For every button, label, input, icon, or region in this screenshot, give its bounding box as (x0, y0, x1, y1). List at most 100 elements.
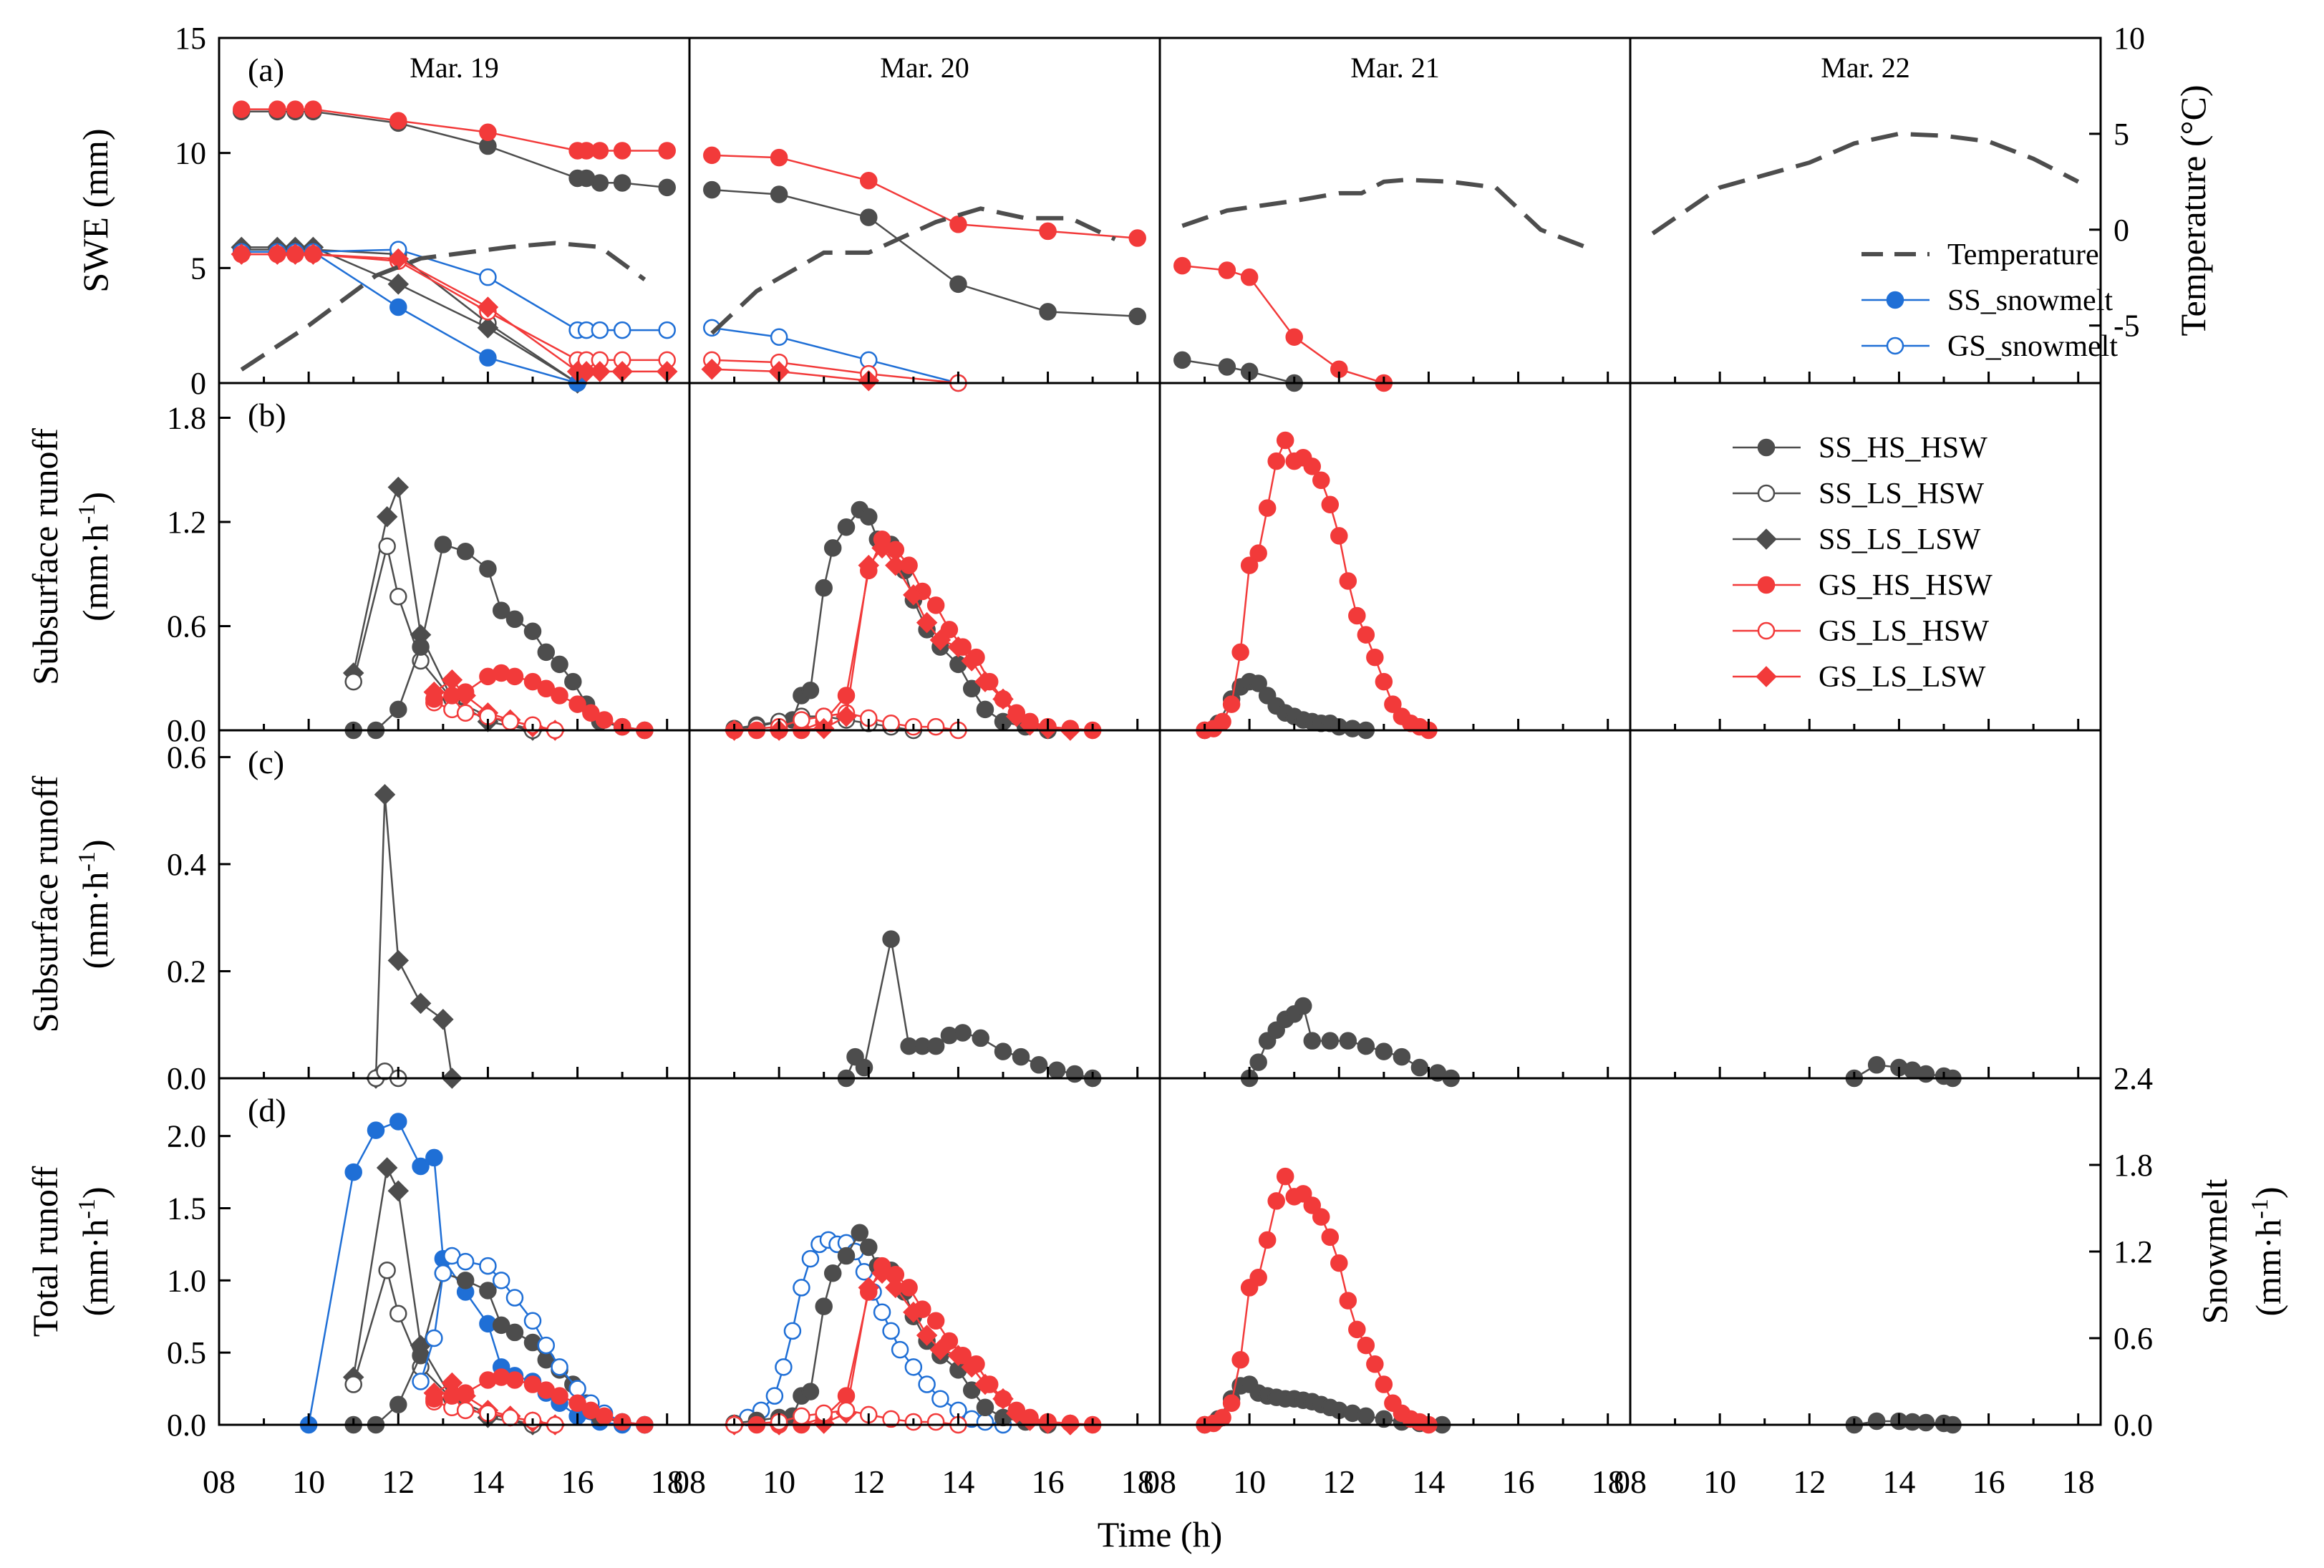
data-point (387, 1180, 410, 1202)
y2-tick-label: 0.0 (2114, 1408, 2153, 1443)
x-tick-label: 14 (1882, 1463, 1915, 1500)
data-point (1357, 1407, 1375, 1426)
data-point (873, 1303, 891, 1321)
y-tick-label: 0.6 (167, 609, 206, 644)
data-point (783, 1322, 802, 1340)
data-point (931, 1390, 949, 1408)
legend-label: SS_LS_LSW (1819, 523, 1981, 556)
y-tick-label: 0.0 (167, 1061, 206, 1096)
data-point (1173, 256, 1191, 275)
y-tick-label: 0 (190, 366, 206, 401)
data-point (551, 655, 568, 674)
data-point (949, 216, 967, 233)
data-point (505, 1371, 524, 1389)
series-line-b-gs_ls_lsw (734, 546, 1070, 732)
data-point (974, 1373, 996, 1395)
x-tick-label: 18 (1592, 1463, 1625, 1500)
data-point (1218, 261, 1236, 279)
data-point (882, 1410, 900, 1428)
data-point (389, 588, 407, 606)
x-tick-label: 12 (1322, 1463, 1355, 1500)
data-point (1267, 452, 1285, 470)
data-point (858, 554, 880, 576)
y-tick-label: 1.5 (167, 1191, 206, 1226)
data-point (1276, 431, 1294, 450)
data-point (425, 1390, 443, 1408)
x-tick-label: 14 (1412, 1463, 1445, 1500)
data-point (770, 148, 788, 167)
data-point (885, 554, 906, 576)
data-point (479, 560, 497, 578)
legend-label: GS_LS_LSW (1819, 661, 1986, 694)
data-point (1321, 495, 1340, 513)
series-line-a-gs_ls_hsw (241, 253, 667, 362)
legend-swatch-marker (1886, 337, 1904, 355)
x-tick-label: 08 (1143, 1463, 1176, 1500)
data-point (1006, 1403, 1027, 1424)
data-point (1375, 1042, 1393, 1060)
data-point (992, 688, 1014, 710)
data-point (233, 100, 251, 118)
legend-swatch-marker (1757, 484, 1776, 503)
data-point (589, 361, 611, 382)
data-point (591, 174, 609, 192)
data-point (456, 1252, 475, 1271)
data-point (1039, 222, 1057, 241)
series-line-d-ss_ls_hsw (352, 1267, 533, 1426)
day-label: Mar. 21 (1350, 52, 1439, 84)
data-point (344, 672, 362, 691)
data-point (1258, 1231, 1277, 1249)
data-point (837, 1387, 856, 1405)
data-point (926, 1037, 945, 1055)
data-point (972, 1029, 989, 1047)
unit-superscript: -1 (2247, 1199, 2273, 1219)
data-point (501, 1408, 519, 1427)
unit-superscript: -1 (74, 1199, 100, 1219)
data-point (1339, 1292, 1357, 1310)
data-point (505, 610, 524, 629)
data-point (456, 1384, 475, 1402)
data-point (551, 1387, 568, 1405)
data-point (591, 321, 609, 339)
data-point (505, 1323, 524, 1342)
data-point (962, 679, 981, 698)
data-point (770, 185, 788, 203)
data-point (940, 621, 959, 639)
y2-tick-label: -5 (2114, 309, 2140, 344)
data-point (815, 579, 833, 597)
data-point (775, 1358, 793, 1376)
y-tick-label: 0.0 (167, 713, 206, 748)
panel-tag: (c) (248, 744, 284, 780)
y-tick-label: 15 (175, 21, 206, 56)
data-point (918, 1375, 936, 1393)
x-tick-label: 08 (1614, 1463, 1647, 1500)
data-point (1218, 358, 1236, 376)
y2-tick-label: 0.6 (2114, 1321, 2153, 1356)
x-tick-label: 10 (292, 1463, 325, 1500)
data-point (947, 1345, 969, 1366)
data-point (1348, 1320, 1366, 1339)
data-point (302, 243, 324, 265)
legend-label: Temperature (1947, 238, 2099, 271)
data-point (479, 1257, 497, 1275)
data-point (976, 1398, 994, 1417)
y-axis-title: Total runoff (25, 1166, 65, 1337)
data-point (564, 672, 582, 691)
x-tick-label: 08 (203, 1463, 236, 1500)
y2-axis-title: Temperature (°C) (2173, 84, 2213, 336)
data-point (389, 700, 407, 719)
data-point (479, 123, 497, 141)
x-tick-label: 10 (1233, 1463, 1266, 1500)
data-point (376, 1157, 398, 1179)
legend-swatch-marker (1757, 438, 1776, 457)
data-point (389, 1305, 407, 1322)
data-point (961, 1356, 982, 1378)
data-point (1249, 1053, 1267, 1071)
data-point (387, 949, 410, 972)
y-tick-label: 1.8 (167, 401, 206, 436)
data-point (992, 1388, 1014, 1410)
data-point (551, 1358, 568, 1376)
data-point (1321, 1032, 1340, 1050)
series-line-c-ss_hs_hsw (845, 939, 1093, 1080)
data-point (344, 1163, 362, 1181)
